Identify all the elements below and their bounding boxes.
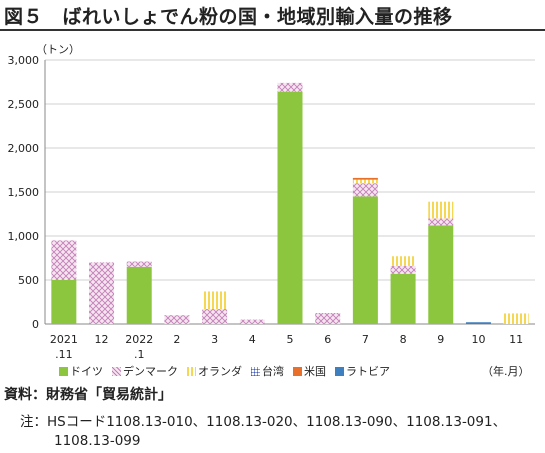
legend-label: オランダ xyxy=(198,365,242,378)
bar-segment xyxy=(202,309,228,324)
x-tick-label: 11 xyxy=(509,333,523,346)
x-tick-label: 12 xyxy=(95,333,109,346)
note-line-1: 注：HSコード1108.13-010、1108.13-020、1108.13-0… xyxy=(20,414,507,430)
x-tick-label: .11 xyxy=(55,348,73,360)
legend-swatch xyxy=(112,366,121,376)
x-tick-label: .1 xyxy=(134,348,145,360)
bar-segment xyxy=(202,291,228,310)
x-tick-label: 7 xyxy=(362,333,369,346)
legend-item: オランダ xyxy=(187,363,242,379)
legend-item: 米国 xyxy=(293,363,326,379)
y-tick-label: 2,000 xyxy=(8,142,40,155)
bar-segment xyxy=(390,273,416,324)
legend-label: 台湾 xyxy=(262,365,284,378)
bar-segment xyxy=(428,201,454,219)
bar-segment xyxy=(277,82,303,92)
chart-legend: ドイツ デンマーク オランダ 台湾 米国 ラトビア xyxy=(59,363,390,379)
legend-label: デンマーク xyxy=(123,365,178,378)
legend-item: ドイツ xyxy=(59,363,103,379)
x-tick-label: 10 xyxy=(471,333,485,346)
x-tick-label: 2022 xyxy=(125,333,153,346)
legend-swatch xyxy=(251,366,260,376)
legend-item: デンマーク xyxy=(112,363,178,379)
bar-segment xyxy=(390,256,416,266)
legend-label: 米国 xyxy=(304,365,326,378)
bar-segment xyxy=(352,196,378,324)
bar-segment xyxy=(428,225,454,324)
bar-segment xyxy=(503,313,529,324)
y-tick-label: 500 xyxy=(18,274,39,287)
bar-segment xyxy=(352,177,378,180)
bar-segment xyxy=(89,262,115,324)
bar-segment xyxy=(352,183,378,197)
x-tick-label: 8 xyxy=(400,333,407,346)
y-tick-label: 1,500 xyxy=(8,186,40,199)
bar-segment xyxy=(277,91,303,325)
x-tick-label: 6 xyxy=(324,333,331,346)
note-line-2: 1108.13-099 xyxy=(54,433,141,449)
bar-segment xyxy=(465,322,491,324)
legend-swatch xyxy=(293,366,302,376)
bar-segment xyxy=(51,240,77,280)
x-tick-label: 2021 xyxy=(50,333,78,346)
x-axis-unit: （年.月） xyxy=(482,365,530,378)
legend-label: ドイツ xyxy=(70,365,103,378)
title-rule xyxy=(0,29,545,31)
legend-swatch xyxy=(187,366,196,376)
y-tick-label: 3,000 xyxy=(8,54,40,67)
legend-item: 台湾 xyxy=(251,363,284,379)
x-tick-label: 2 xyxy=(173,333,180,346)
legend-item: ラトビア xyxy=(335,363,390,379)
bar-segment xyxy=(428,218,454,226)
x-tick-label: 3 xyxy=(211,333,218,346)
y-tick-label: 2,500 xyxy=(8,98,40,111)
legend-swatch xyxy=(59,366,68,376)
x-tick-label: 5 xyxy=(287,333,294,346)
x-tick-label: 9 xyxy=(437,333,444,346)
legend-label: ラトビア xyxy=(346,365,390,378)
y-tick-label: 0 xyxy=(32,318,39,331)
bar-segment xyxy=(239,319,265,324)
bar-segment xyxy=(126,266,152,324)
legend-swatch xyxy=(335,366,344,376)
source-note: 資料：財務省「貿易統計」 xyxy=(4,387,172,403)
bar-segment xyxy=(51,280,77,324)
bar-segment xyxy=(164,315,190,324)
y-axis-unit: （トン） xyxy=(36,43,80,56)
bar-segment xyxy=(126,261,152,267)
chart-title: 図５ ばれいしょでん粉の国・地域別輸入量の推移 xyxy=(4,6,453,28)
bar-segment xyxy=(352,179,378,184)
y-tick-label: 1,000 xyxy=(8,230,40,243)
bar-segment xyxy=(315,313,341,324)
x-tick-label: 4 xyxy=(249,333,256,346)
bar-segment xyxy=(390,265,416,274)
